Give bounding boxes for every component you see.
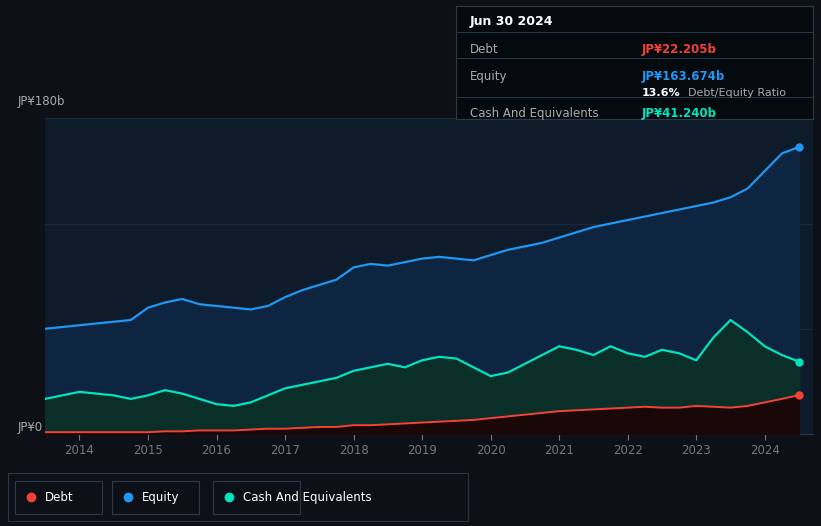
Text: Equity: Equity (141, 491, 179, 503)
Text: JP¥180b: JP¥180b (18, 95, 66, 108)
Text: Debt: Debt (45, 491, 74, 503)
Text: Debt/Equity Ratio: Debt/Equity Ratio (688, 88, 786, 98)
Text: 13.6%: 13.6% (641, 88, 680, 98)
Text: Debt: Debt (470, 43, 498, 56)
Text: JP¥41.240b: JP¥41.240b (641, 107, 717, 120)
Text: Cash And Equivalents: Cash And Equivalents (470, 107, 599, 120)
Text: JP¥0: JP¥0 (18, 421, 44, 434)
Text: Equity: Equity (470, 69, 507, 83)
Text: Jun 30 2024: Jun 30 2024 (470, 15, 553, 28)
Text: JP¥22.205b: JP¥22.205b (641, 43, 716, 56)
Text: JP¥163.674b: JP¥163.674b (641, 69, 725, 83)
Text: Cash And Equivalents: Cash And Equivalents (243, 491, 371, 503)
